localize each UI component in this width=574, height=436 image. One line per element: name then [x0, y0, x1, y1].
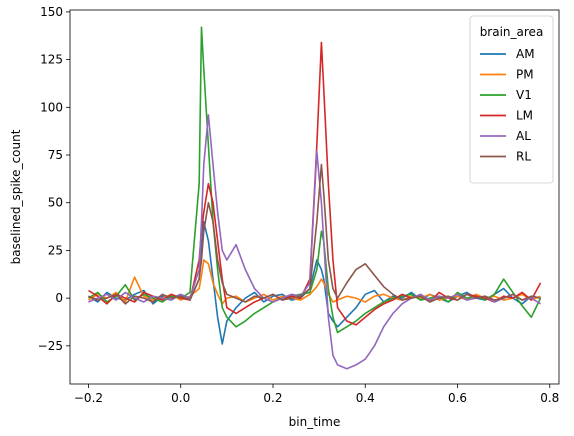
y-tick-label: 50	[48, 196, 63, 210]
legend-label-lm: LM	[516, 109, 533, 123]
legend-label-al: AL	[516, 129, 531, 143]
y-tick-label: −25	[38, 339, 63, 353]
x-tick-label: 0.6	[448, 391, 467, 405]
legend-title: brain_area	[480, 25, 544, 39]
y-axis: −25 0 25 50 75 100 125 150	[38, 5, 70, 353]
plot-frame	[69, 9, 560, 385]
y-tick-label: 125	[40, 53, 63, 67]
x-tick-label: 0.0	[171, 391, 190, 405]
legend-box	[469, 15, 554, 184]
x-tick-label: −0.2	[74, 391, 103, 405]
legend: brain_area AM PM V1 LM AL RL	[469, 15, 554, 184]
x-tick-label: 0.2	[263, 391, 282, 405]
legend-label-am: AM	[516, 47, 535, 61]
y-tick-label: 25	[48, 243, 63, 257]
y-tick-label: 75	[48, 148, 63, 162]
legend-entries: AM PM V1 LM AL RL	[480, 47, 535, 164]
legend-label-v1: V1	[516, 88, 532, 102]
y-tick-label: 0	[55, 291, 63, 305]
series-line-rl	[88, 163, 541, 305]
legend-label-pm: PM	[516, 68, 534, 82]
y-axis-label: baselined_spike_count	[9, 129, 23, 264]
y-tick-label: 150	[40, 5, 63, 19]
x-tick-label: 0.8	[540, 391, 559, 405]
legend-label-rl: RL	[516, 150, 531, 164]
x-tick-label: 0.4	[356, 391, 375, 405]
y-tick-label: 100	[40, 100, 63, 114]
plot-lines	[88, 26, 542, 370]
x-axis-label: bin_time	[289, 415, 341, 429]
x-axis: −0.2 0.0 0.2 0.4 0.6 0.8	[74, 384, 559, 405]
